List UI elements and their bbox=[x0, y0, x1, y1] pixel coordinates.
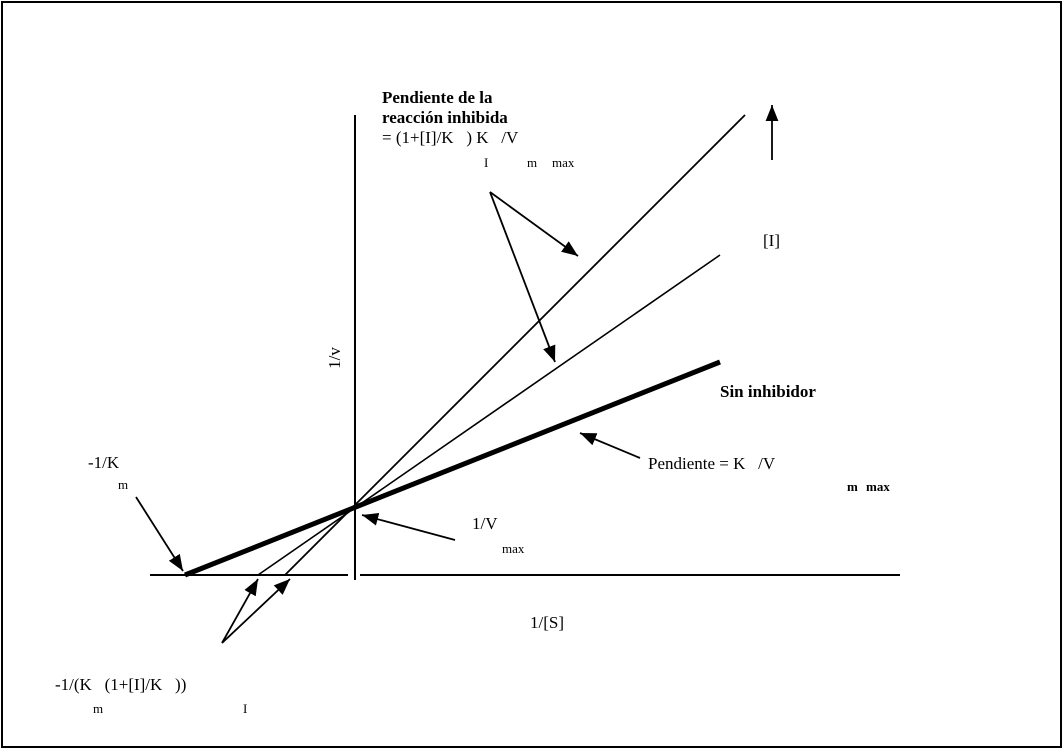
axes bbox=[150, 115, 900, 580]
label: = (1+[I]/K ) K /V bbox=[382, 128, 519, 147]
label: Pendiente = K /V bbox=[648, 454, 776, 473]
line-inhibitor-low bbox=[257, 254, 721, 576]
arrow bbox=[221, 578, 291, 644]
arrow bbox=[489, 191, 556, 363]
arrows bbox=[135, 105, 779, 644]
arrow bbox=[361, 512, 456, 541]
arrow bbox=[221, 578, 259, 644]
label: 1/V bbox=[472, 514, 498, 533]
label: Pendiente de la bbox=[382, 88, 493, 107]
subscript: m bbox=[527, 155, 537, 170]
y-axis-label: 1/v bbox=[325, 347, 344, 369]
subscript: max bbox=[866, 479, 890, 494]
line-no-inhibitor bbox=[184, 359, 721, 578]
subscript: m bbox=[93, 701, 103, 716]
x-axis-label: 1/[S] bbox=[530, 613, 564, 632]
label: -1/(K (1+[I]/K )) bbox=[55, 675, 186, 694]
arrow bbox=[135, 496, 184, 572]
label: Sin inhibidor bbox=[720, 382, 816, 401]
label: reacción inhibida bbox=[382, 108, 508, 127]
arrow bbox=[489, 191, 579, 257]
subscript: m bbox=[118, 477, 128, 492]
subscript: I bbox=[484, 155, 488, 170]
subscript: max bbox=[552, 155, 575, 170]
subscript: max bbox=[502, 541, 525, 556]
label: [I] bbox=[763, 231, 780, 250]
subscript: m bbox=[847, 479, 858, 494]
label: -1/K bbox=[88, 453, 120, 472]
arrow bbox=[579, 432, 641, 459]
labels: Pendiente de la reacción inhibida = (1+[… bbox=[55, 88, 890, 716]
subscript: I bbox=[243, 701, 247, 716]
line-inhibitor-high bbox=[284, 114, 746, 576]
plot-lines bbox=[184, 114, 746, 578]
